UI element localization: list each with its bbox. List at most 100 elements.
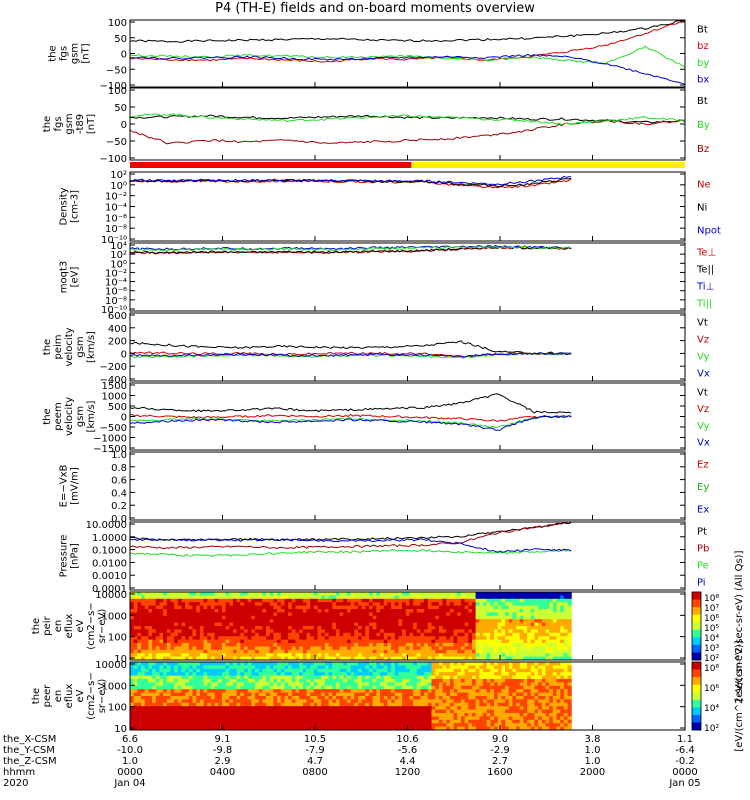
heatmap-cell xyxy=(530,595,535,600)
heatmap-cell xyxy=(251,713,256,717)
heatmap-cell xyxy=(203,629,208,634)
heatmap-cell xyxy=(302,609,307,613)
heatmap-cell xyxy=(490,713,495,717)
heatmap-cell xyxy=(446,598,451,603)
heatmap-cell xyxy=(199,602,205,607)
heatmap-cell xyxy=(232,702,238,707)
heatmap-cell xyxy=(490,689,495,694)
heatmap-cell xyxy=(354,699,359,704)
heatmap-cell xyxy=(152,706,157,711)
heatmap-cell xyxy=(203,706,208,711)
heatmap-cell xyxy=(196,605,201,610)
heatmap-cell xyxy=(512,709,517,714)
heatmap-cell xyxy=(269,682,274,687)
legend-Te⊥: Te⊥ xyxy=(696,248,716,259)
heatmap-cell xyxy=(192,619,197,624)
heatmap-cell xyxy=(229,665,234,670)
heatmap-cell xyxy=(339,719,344,724)
heatmap-cell xyxy=(453,622,458,627)
heatmap-cell xyxy=(464,662,469,666)
heatmap-cell xyxy=(365,622,370,627)
heatmap-cell xyxy=(185,685,190,690)
heatmap-cell xyxy=(387,595,392,600)
heatmap-cell xyxy=(563,629,569,634)
heatmap-cell xyxy=(398,622,403,627)
heatmap-cell xyxy=(174,723,179,728)
heatmap-cell xyxy=(376,629,381,634)
heatmap-cell xyxy=(420,706,425,711)
heatmap-cell xyxy=(567,643,572,647)
heatmap-cell xyxy=(563,675,569,680)
heatmap-cell xyxy=(177,665,182,670)
heatmap-cell xyxy=(166,672,171,677)
heatmap-cell xyxy=(295,719,300,724)
heatmap-cell xyxy=(196,632,201,637)
heatmap-cell xyxy=(541,595,546,600)
heatmap-cell xyxy=(243,653,249,658)
heatmap-cell xyxy=(538,639,543,644)
heatmap-cell xyxy=(243,615,249,620)
heatmap-cell xyxy=(240,643,245,647)
heatmap-cell xyxy=(549,713,554,717)
heatmap-cell xyxy=(328,709,333,714)
heatmap-cell xyxy=(266,612,271,617)
heatmap-cell xyxy=(144,598,149,603)
heatmap-cell xyxy=(475,592,480,596)
heatmap-cell xyxy=(446,636,451,641)
heatmap-cell xyxy=(313,595,319,600)
heatmap-cell xyxy=(166,632,171,637)
heatmap-cell xyxy=(324,709,330,714)
heatmap-cell xyxy=(350,702,355,707)
heatmap-cell xyxy=(420,696,425,700)
heatmap-cell xyxy=(335,672,341,677)
heatmap-cell xyxy=(380,672,385,677)
heatmap-cell xyxy=(266,605,271,610)
heatmap-cell xyxy=(424,646,429,651)
heatmap-cell xyxy=(240,662,245,666)
heatmap-cell xyxy=(497,689,502,694)
ytick-label: 0.4 xyxy=(111,488,127,499)
heatmap-cell xyxy=(247,716,252,721)
heatmap-cell xyxy=(567,602,572,607)
heatmap-cell xyxy=(494,649,499,654)
heatmap-cell xyxy=(317,685,322,690)
heatmap-cell xyxy=(225,716,230,721)
heatmap-cell xyxy=(291,653,296,658)
heatmap-cell xyxy=(460,656,466,661)
heatmap-cell xyxy=(435,685,440,690)
heatmap-cell xyxy=(383,665,388,670)
heatmap-cell xyxy=(152,653,157,658)
heatmap-cell xyxy=(148,699,153,704)
heatmap-cell xyxy=(380,696,385,700)
heatmap-cell xyxy=(482,643,488,647)
heatmap-cell xyxy=(372,706,377,711)
heatmap-cell xyxy=(269,665,274,670)
heatmap-cell xyxy=(218,619,223,624)
ytick-label: 10⁴ xyxy=(110,241,127,252)
heatmap-cell xyxy=(210,709,216,714)
ytick-label: 0.8 xyxy=(111,463,127,474)
heatmap-cell xyxy=(266,716,271,721)
heatmap-cell xyxy=(317,709,322,714)
heatmap-cell xyxy=(199,668,205,673)
legend-Vt: Vt xyxy=(697,387,708,398)
heatmap-cell xyxy=(431,612,436,617)
heatmap-cell xyxy=(269,668,274,673)
heatmap-cell xyxy=(402,612,407,617)
heatmap-cell xyxy=(365,598,370,603)
heatmap-cell xyxy=(207,709,212,714)
series-Pi xyxy=(129,538,572,553)
heatmap-cell xyxy=(413,699,418,704)
heatmap-cell xyxy=(501,719,506,724)
heatmap-cell xyxy=(560,675,565,680)
heatmap-cell xyxy=(236,612,241,617)
heatmap-cell xyxy=(442,716,447,721)
heatmap-cell xyxy=(354,709,359,714)
heatmap-cell xyxy=(497,639,502,644)
heatmap-cell xyxy=(310,626,315,630)
heatmap-cell xyxy=(306,672,311,677)
heatmap-cell xyxy=(527,629,532,634)
heatmap-cell xyxy=(188,609,194,613)
heatmap-cell xyxy=(508,639,513,644)
heatmap-cell xyxy=(560,629,565,634)
